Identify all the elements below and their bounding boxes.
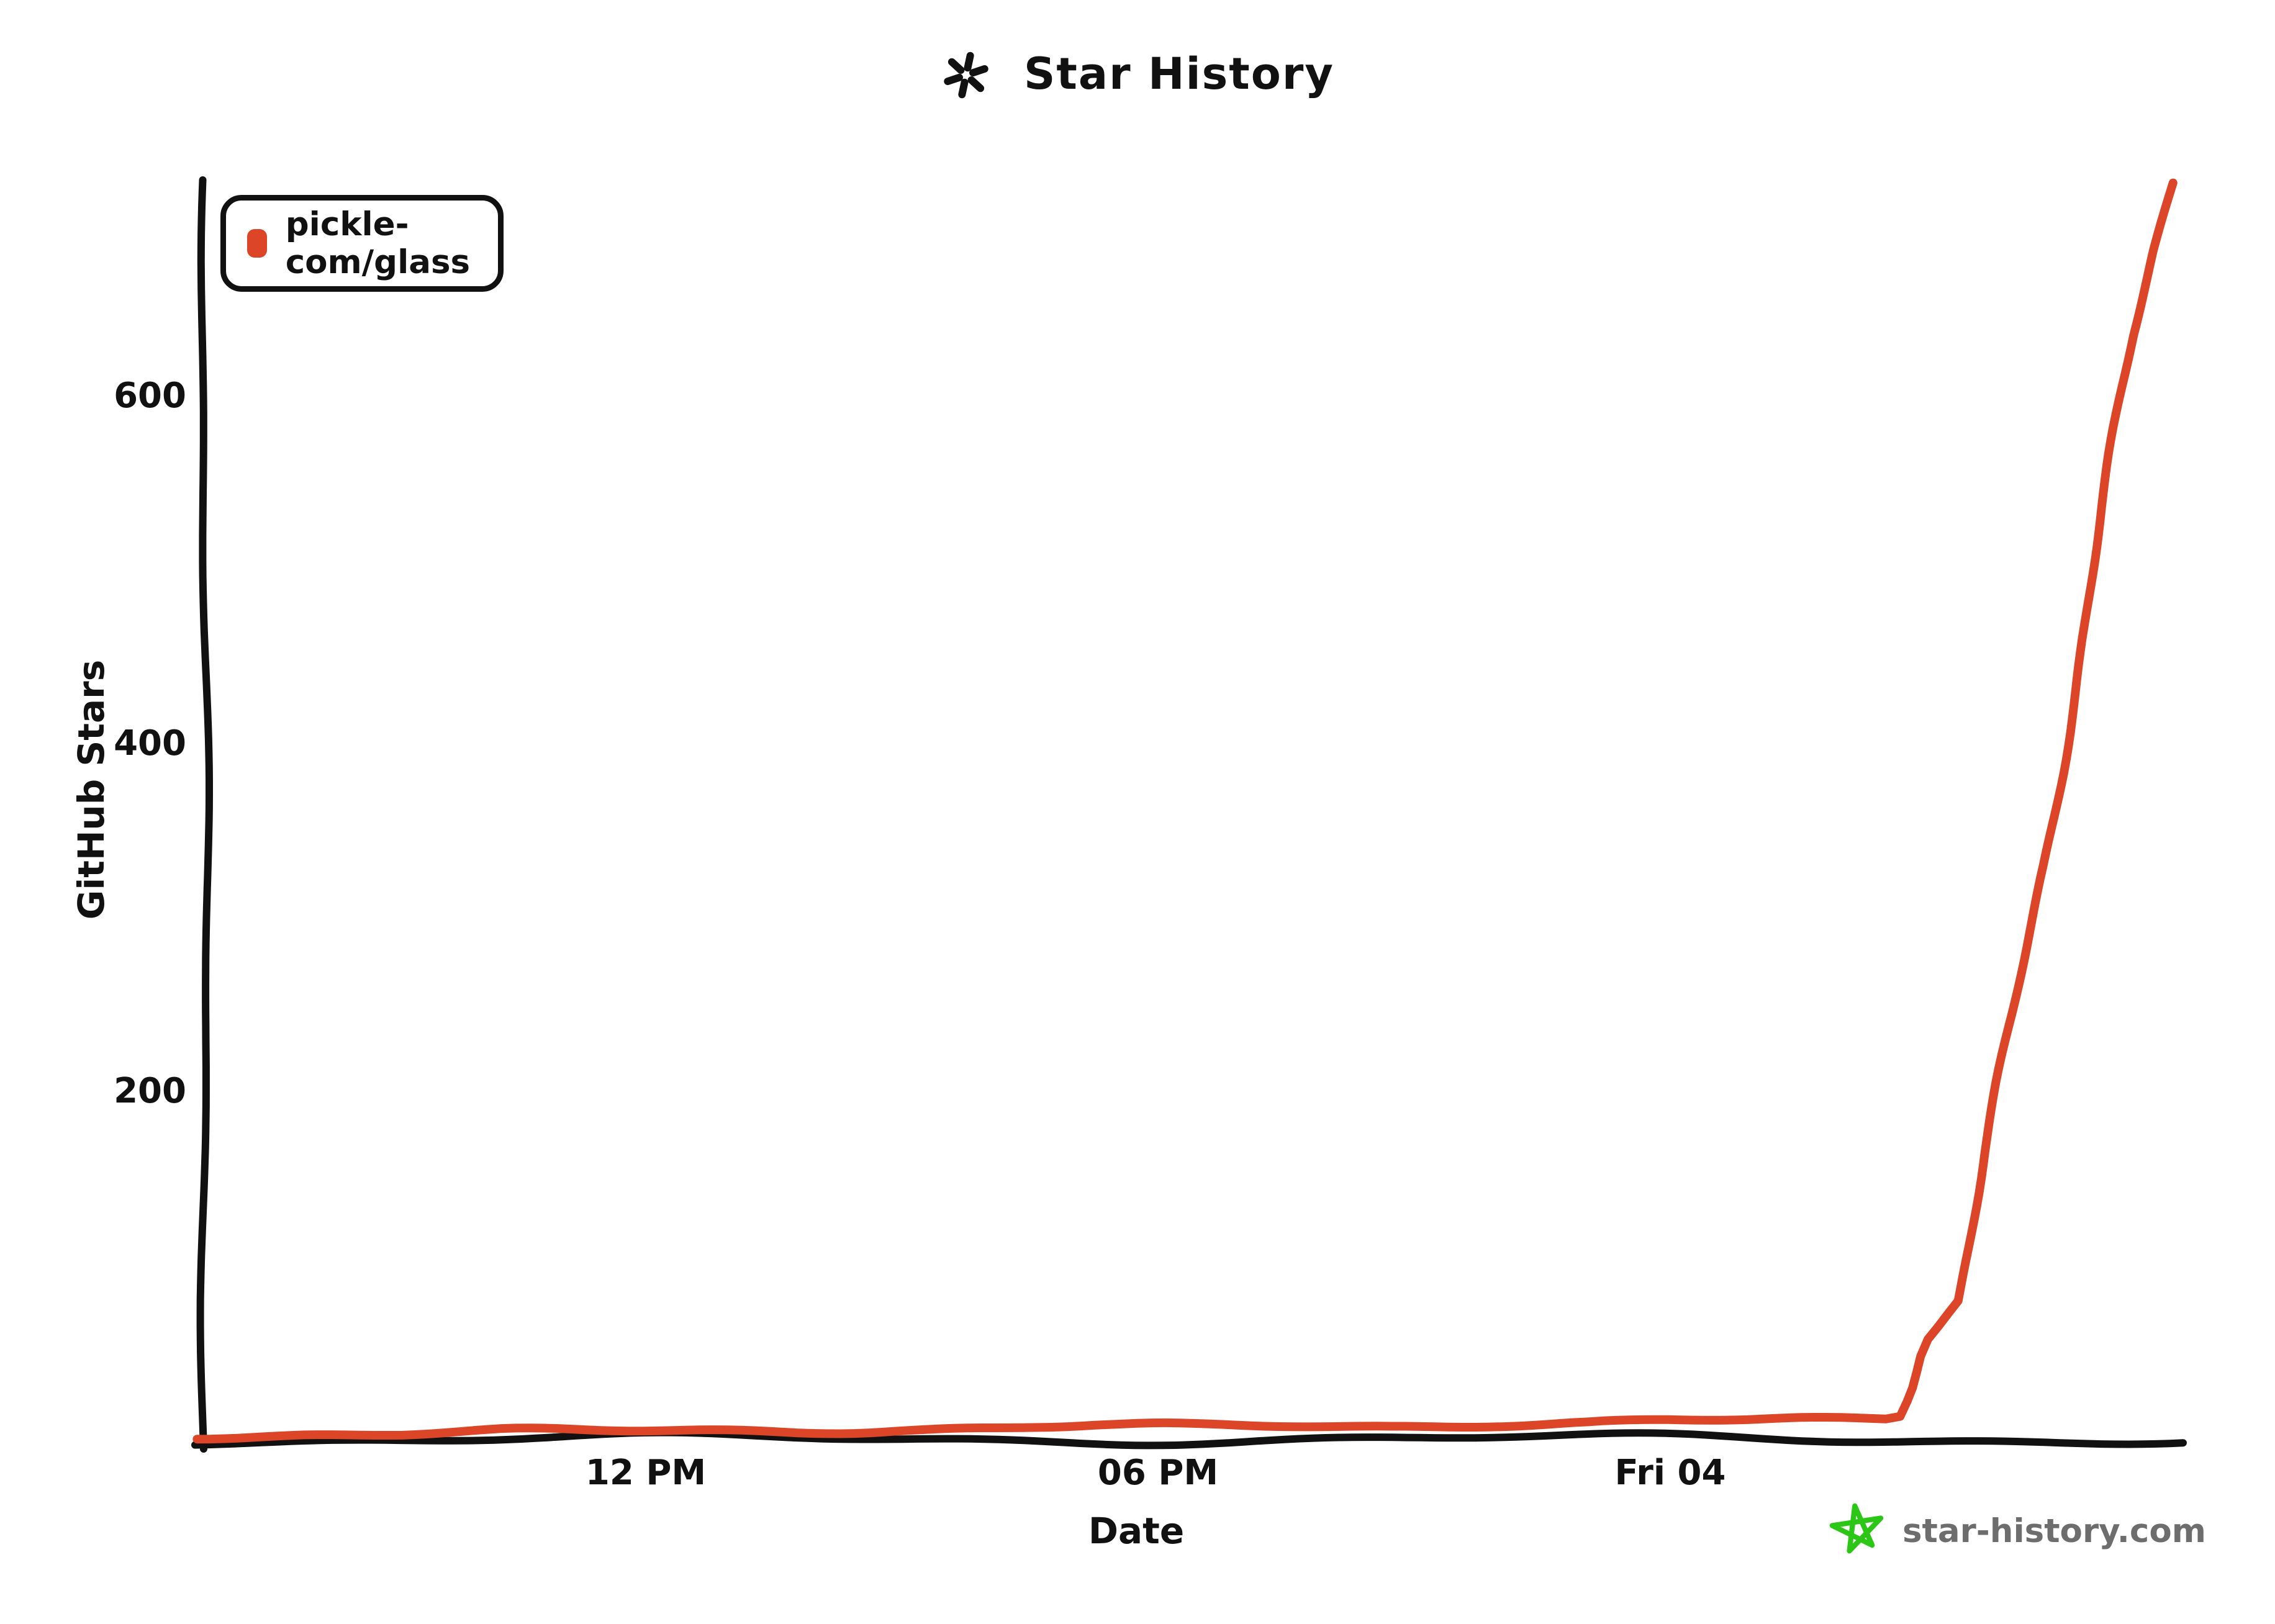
watermark-text: star-history.com (1902, 1512, 2206, 1550)
x-tick-fri04: Fri 04 (1614, 1453, 1726, 1493)
watermark-star-icon (1829, 1503, 1884, 1554)
y-axis-title: GitHub Stars (70, 659, 112, 920)
legend: pickle-com/glass (220, 195, 504, 292)
star-history-logo-icon (944, 52, 988, 99)
x-tick-12pm: 12 PM (585, 1453, 707, 1493)
page-title: Star History (1024, 48, 1334, 99)
y-tick-200: 200 (114, 1071, 186, 1111)
series-line-pickle-com-glass[interactable] (192, 178, 2178, 1444)
legend-marker (247, 229, 267, 258)
x-axis-line (191, 1428, 2187, 1450)
chart-title-row: Star History (0, 48, 2275, 99)
legend-label: pickle-com/glass (285, 205, 471, 281)
y-tick-600: 600 (114, 376, 186, 416)
x-axis-title: Date (1088, 1510, 1185, 1552)
y-axis-line (196, 176, 213, 1453)
x-tick-06pm: 06 PM (1097, 1453, 1219, 1493)
watermark: star-history.com (1829, 1499, 2206, 1563)
y-tick-400: 400 (114, 723, 186, 764)
